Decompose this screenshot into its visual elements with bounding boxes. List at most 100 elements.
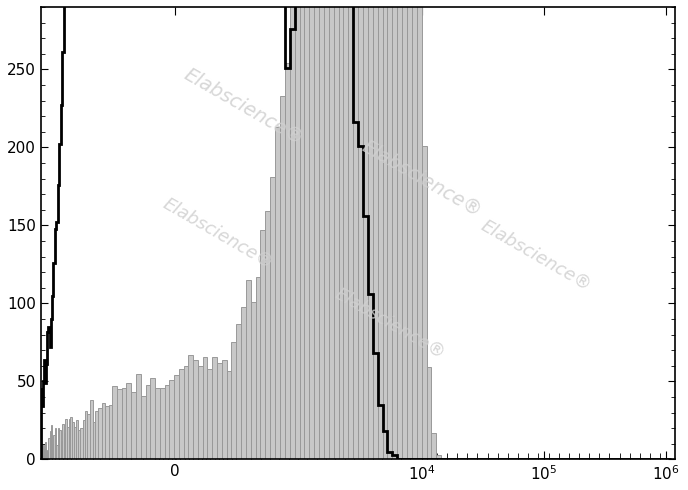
Bar [96, 411, 98, 460]
Bar [61, 441, 62, 460]
Bar [290, 0, 294, 460]
Bar [407, 0, 412, 460]
Bar [45, 442, 46, 460]
Bar [402, 0, 407, 460]
Bar [212, 357, 217, 460]
Bar [56, 445, 58, 460]
Bar [208, 369, 212, 460]
Bar [246, 280, 250, 460]
Bar [62, 423, 63, 460]
Text: Elabscience®: Elabscience® [160, 195, 277, 272]
Bar [42, 445, 43, 460]
Bar [164, 385, 169, 460]
Bar [41, 447, 42, 460]
Bar [102, 403, 105, 460]
Bar [217, 363, 222, 460]
Bar [169, 380, 174, 460]
Text: Elabscience®: Elabscience® [358, 137, 484, 221]
Bar [343, 0, 348, 460]
Bar [226, 370, 231, 460]
Bar [122, 388, 127, 460]
Bar [397, 0, 402, 460]
Bar [44, 448, 45, 460]
Bar [392, 0, 397, 460]
Bar [109, 405, 112, 460]
Bar [193, 360, 198, 460]
Bar [55, 428, 56, 460]
Bar [383, 0, 387, 460]
Bar [160, 388, 164, 460]
Bar [203, 357, 208, 460]
Bar [93, 422, 96, 460]
Bar [76, 420, 78, 460]
Bar [83, 420, 85, 460]
Bar [314, 0, 319, 460]
Bar [105, 406, 109, 460]
Bar [222, 360, 226, 460]
Bar [131, 392, 136, 460]
Bar [387, 0, 392, 460]
Bar [324, 0, 329, 460]
Bar [431, 433, 436, 460]
Bar [112, 386, 117, 460]
Bar [150, 378, 155, 460]
Bar [65, 419, 67, 460]
Bar [363, 0, 368, 460]
Bar [280, 96, 285, 460]
Bar [69, 419, 70, 460]
Bar [334, 0, 338, 460]
Bar [236, 324, 241, 460]
Bar [47, 452, 48, 460]
Bar [50, 431, 51, 460]
Bar [275, 127, 280, 460]
Bar [174, 375, 179, 460]
Bar [127, 383, 131, 460]
Bar [146, 385, 150, 460]
Bar [329, 0, 334, 460]
Bar [48, 438, 50, 460]
Bar [417, 0, 422, 460]
Bar [74, 427, 76, 460]
Bar [348, 0, 353, 460]
Bar [78, 430, 80, 460]
Bar [368, 0, 373, 460]
Text: Elabscience®: Elabscience® [477, 217, 594, 295]
Bar [338, 0, 343, 460]
Bar [353, 0, 358, 460]
Bar [63, 433, 65, 460]
Bar [358, 0, 363, 460]
Bar [436, 455, 441, 460]
Bar [70, 417, 72, 460]
Bar [294, 0, 299, 460]
Bar [67, 427, 69, 460]
Bar [46, 450, 47, 460]
Bar [231, 343, 236, 460]
Bar [373, 0, 378, 460]
Bar [54, 435, 55, 460]
Bar [155, 388, 160, 460]
Bar [98, 408, 102, 460]
Bar [43, 445, 44, 460]
Bar [310, 0, 314, 460]
Bar [184, 366, 189, 460]
Bar [378, 0, 383, 460]
Bar [241, 307, 246, 460]
Bar [412, 0, 417, 460]
Bar [427, 368, 431, 460]
Bar [299, 0, 304, 460]
Bar [52, 444, 54, 460]
Bar [59, 430, 61, 460]
Bar [304, 0, 310, 460]
Bar [80, 428, 83, 460]
Bar [90, 400, 93, 460]
Text: Elabscience®: Elabscience® [332, 285, 448, 363]
Bar [422, 146, 427, 460]
Bar [189, 355, 193, 460]
Bar [198, 366, 203, 460]
Bar [261, 230, 266, 460]
Bar [250, 302, 255, 460]
Bar [87, 414, 90, 460]
Bar [319, 0, 324, 460]
Bar [117, 389, 122, 460]
Bar [136, 374, 141, 460]
